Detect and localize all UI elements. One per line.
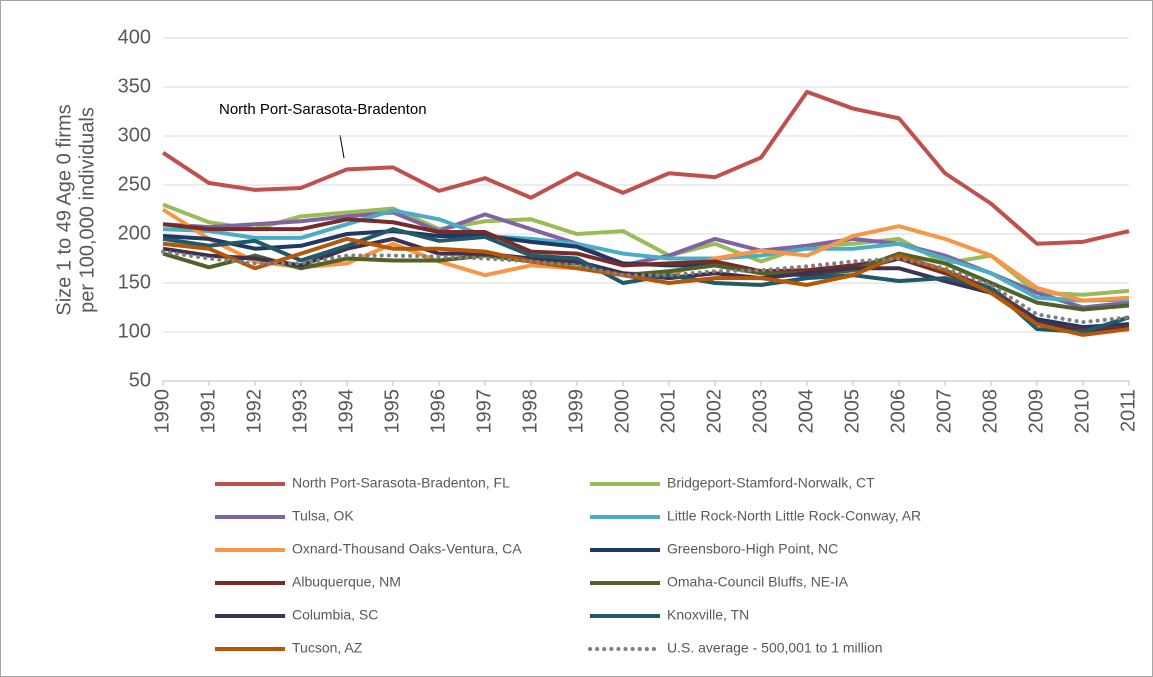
x-tick-label: 1994 [335,389,357,434]
legend-label: Greensboro-High Point, NC [667,541,838,557]
x-tick-label: 1998 [519,389,541,434]
x-tick-label: 2000 [611,389,633,434]
y-axis-title: per 100,000 individuals [76,107,98,313]
x-tick-label: 1996 [427,389,449,434]
x-tick-label: 2007 [933,389,955,434]
legend-label: Oxnard-Thousand Oaks-Ventura, CA [292,541,522,557]
series-line [161,89,1130,246]
legend-label: Little Rock-North Little Rock-Conway, AR [667,508,921,524]
x-tick-label: 1999 [565,389,587,434]
x-tick-label: 2008 [979,389,1001,434]
x-tick-label: 1995 [381,389,403,434]
legend-label: Tucson, AZ [292,640,363,656]
y-tick-label: 200 [118,222,151,244]
y-axis-title: Size 1 to 49 Age 0 firms [53,104,75,315]
x-tick-label: 1993 [289,389,311,434]
annotation: North Port-Sarasota-Bradenton [219,101,427,118]
y-tick-label: 100 [118,320,151,342]
legend-label: Bridgeport-Stamford-Norwalk, CT [667,475,875,491]
series-line [162,208,1130,303]
series-line [162,251,1130,312]
x-tick-label: 2001 [657,389,679,434]
y-tick-label: 300 [118,124,151,146]
y-tick-label: 350 [118,75,151,97]
x-tick-label: 2010 [1071,389,1093,434]
x-tick-label: 2006 [887,389,909,434]
x-tick-label: 1992 [243,389,265,434]
annotation-pointer [339,134,345,159]
legend-label: Omaha-Council Bluffs, NE-IA [667,574,849,590]
series-line [162,236,1130,334]
x-tick-label: 2003 [749,389,771,434]
legend-label: Columbia, SC [292,607,378,623]
legend-label: Tulsa, OK [292,508,354,524]
x-tick-label: 1991 [197,389,219,434]
series-line [162,236,1130,337]
series-line [162,202,1130,297]
x-tick-label: 2002 [703,389,725,434]
legend-label: North Port-Sarasota-Bradenton, FL [292,475,510,491]
y-tick-label: 50 [129,369,151,391]
x-tick-label: 2009 [1025,389,1047,434]
legend-label: Albuquerque, NM [292,574,401,590]
x-tick-label: 2004 [795,389,817,434]
legend-label: Knoxville, TN [667,607,749,623]
x-tick-label: 2005 [841,389,863,434]
x-tick-label: 1990 [151,389,173,434]
legend-label: U.S. average - 500,001 to 1 million [667,640,883,656]
x-tick-label: 1997 [473,389,495,434]
x-tick-label: 2011 [1117,389,1139,432]
y-tick-label: 400 [118,26,151,48]
y-tick-label: 250 [118,173,151,195]
y-tick-label: 150 [118,271,151,293]
series-line [161,249,1131,325]
